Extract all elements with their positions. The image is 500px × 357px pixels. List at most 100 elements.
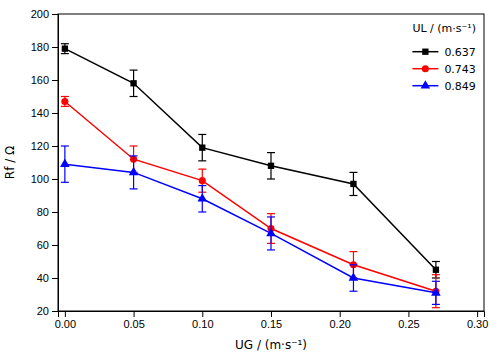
error-bar-cap xyxy=(130,188,138,189)
legend: UL / (m·s⁻¹)0.6370.7430.849 xyxy=(412,22,476,93)
tick-mark xyxy=(52,179,58,180)
tick-label: 0.20 xyxy=(329,318,350,330)
error-bar-cap xyxy=(432,281,440,282)
error-bar-cap xyxy=(130,155,138,156)
tick-label: 120 xyxy=(31,140,49,152)
point xyxy=(349,272,359,280)
legend-label: 0.743 xyxy=(444,63,476,76)
error-bar-cap xyxy=(198,211,206,212)
tick-mark xyxy=(52,245,58,246)
legend-symbol xyxy=(422,65,429,72)
legend-label: 0.637 xyxy=(444,46,476,59)
tick-mark xyxy=(477,311,478,317)
tick: 160 xyxy=(31,74,58,86)
error-bar-cap xyxy=(61,43,69,44)
tick: 0.30 xyxy=(467,311,488,330)
chart: 0.000.050.100.150.200.250.30204060801001… xyxy=(0,0,500,357)
data-marks xyxy=(60,44,441,308)
tick-mark xyxy=(52,113,58,114)
tick-label: 180 xyxy=(31,41,49,53)
error-bar xyxy=(432,275,440,308)
point xyxy=(433,267,439,273)
error-bar xyxy=(198,134,206,160)
error-bar-cap xyxy=(61,53,69,54)
error-bar-cap xyxy=(432,261,440,262)
legend-item: 0.743 xyxy=(412,63,476,76)
error-bar-cap xyxy=(130,145,138,146)
y-axis-title: Rf / Ω xyxy=(3,146,17,179)
axis-line xyxy=(59,312,485,318)
error-bar-cap xyxy=(432,304,440,305)
error-bar xyxy=(267,153,275,179)
tick-label: 160 xyxy=(31,74,49,86)
tick-mark xyxy=(271,311,272,317)
tick-mark xyxy=(340,311,341,317)
error-bar-cap xyxy=(61,106,69,107)
tick-mark xyxy=(202,311,203,317)
tick: 100 xyxy=(31,173,58,185)
plot: 0.000.050.100.150.200.250.30204060801001… xyxy=(31,8,489,330)
point xyxy=(199,177,206,184)
error-bar-cap xyxy=(61,145,69,146)
tick: 120 xyxy=(31,140,58,152)
error-bar xyxy=(198,186,206,212)
axis-line xyxy=(52,15,59,312)
tick-label: 0.00 xyxy=(55,318,76,330)
error-bar xyxy=(61,146,69,182)
error-bar-cap xyxy=(349,264,357,265)
tick-mark xyxy=(52,47,58,48)
tick: 0.05 xyxy=(123,311,144,330)
point xyxy=(266,228,276,236)
tick-mark xyxy=(65,311,66,317)
error-bar xyxy=(130,70,138,96)
tick-label: 0.15 xyxy=(261,318,282,330)
error-bar-cap xyxy=(267,249,275,250)
legend-symbol xyxy=(421,80,431,88)
error-bar-cap xyxy=(198,160,206,161)
error-bar-cap xyxy=(198,134,206,135)
tick: 0.15 xyxy=(261,311,282,330)
tick: 0.00 xyxy=(55,311,76,330)
tick-label: 60 xyxy=(37,239,49,251)
error-bar-cap xyxy=(432,307,440,308)
tick: 60 xyxy=(37,239,58,251)
series-line xyxy=(65,164,436,293)
error-bar-cap xyxy=(61,96,69,97)
point xyxy=(197,193,207,201)
series xyxy=(60,146,441,304)
tick-label: 200 xyxy=(31,8,49,20)
tick-mark xyxy=(52,311,58,312)
tick-mark xyxy=(52,14,58,15)
tick: 200 xyxy=(31,8,58,20)
tick: 20 xyxy=(37,305,58,317)
tick: 80 xyxy=(37,206,58,218)
error-bar-cap xyxy=(349,291,357,292)
error-bar xyxy=(349,265,357,291)
legend-symbol xyxy=(422,49,428,55)
tick-mark xyxy=(408,311,409,317)
error-bar-cap xyxy=(130,96,138,97)
error-bar xyxy=(349,172,357,195)
error-bar-cap xyxy=(267,178,275,179)
tick-label: 0.05 xyxy=(123,318,144,330)
tick: 140 xyxy=(31,107,58,119)
error-bar-cap xyxy=(267,152,275,153)
point xyxy=(130,80,136,86)
error-bar-cap xyxy=(432,274,440,275)
error-bar-cap xyxy=(130,69,138,70)
tick: 0.20 xyxy=(329,311,350,330)
point xyxy=(61,98,68,105)
point xyxy=(129,167,139,175)
point xyxy=(431,287,441,295)
point xyxy=(62,45,68,51)
tick: 0.10 xyxy=(192,311,213,330)
tick-mark xyxy=(52,146,58,147)
point xyxy=(60,159,70,167)
error-bar xyxy=(432,281,440,304)
tick: 180 xyxy=(31,41,58,53)
series-line xyxy=(65,101,436,291)
error-bar-cap xyxy=(267,216,275,217)
error-bar-cap xyxy=(198,185,206,186)
tick: 40 xyxy=(37,272,58,284)
point xyxy=(268,163,274,169)
